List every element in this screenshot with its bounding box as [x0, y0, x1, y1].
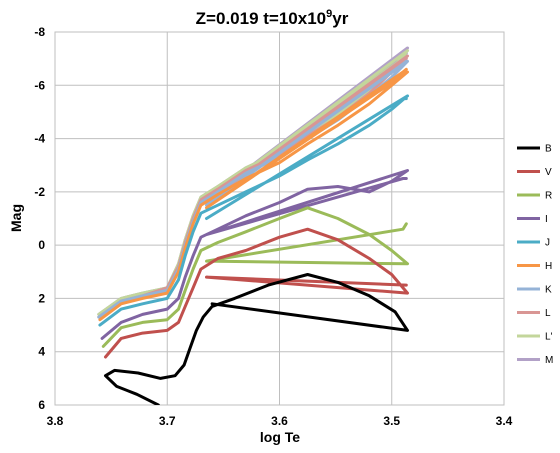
gridlines: [54, 31, 505, 406]
tick-labels: 3.8 3.7 3.6 3.5 3.4 -8 -6 -4 -2 0 2 4 6: [34, 25, 512, 428]
series-line-h: [98, 67, 409, 322]
series-line-j: [98, 94, 409, 327]
legend-label: M: [545, 355, 553, 366]
chart-title-main: Z=0.019 t=10x10: [196, 9, 326, 28]
legend-label: R: [545, 191, 552, 202]
y-tick-label: -6: [34, 78, 45, 92]
y-axis-title: Mag: [8, 204, 24, 232]
y-tick-label: 6: [38, 398, 45, 412]
y-tick-label: 2: [38, 291, 45, 305]
chart-title: Z=0.019 t=10x109yr: [196, 8, 349, 28]
legend-label: K: [545, 285, 552, 296]
legend-label: H: [545, 261, 552, 272]
x-tick-label: 3.5: [383, 414, 400, 428]
legend-label: B: [545, 144, 552, 155]
legend: B V R I J H K L L' M: [517, 144, 553, 366]
chart-title-unit: yr: [332, 9, 348, 28]
chart-title-sup: 9: [326, 8, 332, 20]
series-line-r: [101, 206, 409, 348]
x-tick-label: 3.8: [47, 414, 64, 428]
y-tick-label: -4: [34, 132, 45, 146]
y-tick-label: 4: [38, 345, 45, 359]
legend-label: L: [545, 308, 551, 319]
x-tick-label: 3.6: [271, 414, 288, 428]
series-line-b: [104, 273, 409, 405]
legend-label: L': [545, 332, 553, 343]
legend-label: J: [545, 238, 550, 249]
series-layer: [97, 46, 409, 405]
x-axis-title: log Te: [260, 429, 300, 445]
legend-label: I: [545, 214, 548, 225]
y-tick-label: -8: [34, 25, 45, 39]
series-line-i: [100, 169, 409, 340]
x-tick-label: 3.7: [159, 414, 176, 428]
series-line-v: [104, 227, 409, 359]
y-tick-label: -2: [34, 185, 45, 199]
y-tick-label: 0: [38, 238, 45, 252]
legend-label: V: [545, 167, 552, 178]
x-tick-label: 3.4: [496, 414, 513, 428]
